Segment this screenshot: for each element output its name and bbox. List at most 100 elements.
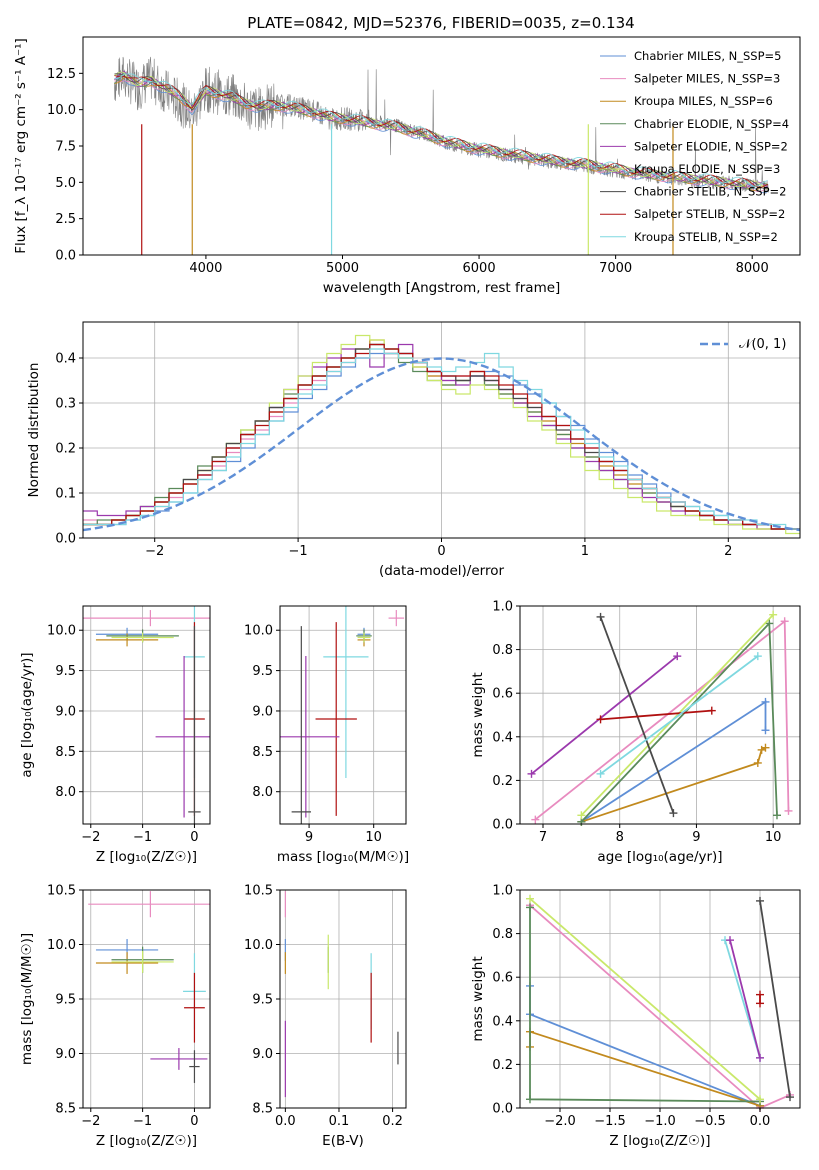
y-tick-label: 8.0: [252, 785, 273, 800]
x-axis-label: Z [log₁₀(Z/Z☉)]: [609, 1133, 710, 1149]
x-tick-label: 9: [305, 830, 313, 845]
y-tick-label: 2.5: [55, 212, 76, 227]
x-tick-label: 10: [365, 830, 382, 845]
y-axis-label: Flux [f_λ 10⁻¹⁷ erg cm⁻² s⁻¹ A⁻¹]: [13, 38, 29, 254]
weight-line: [600, 709, 712, 721]
x-tick-label: −1: [289, 544, 308, 559]
x-tick-label: 10: [765, 830, 782, 845]
x-tick-label: 2: [724, 544, 732, 559]
y-axis-label: mass weight: [470, 672, 486, 757]
x-tick-label: 0.1: [329, 1114, 350, 1129]
weight-line: [580, 614, 774, 816]
model-spectrum-line: [114, 73, 768, 187]
weight-line: [530, 655, 678, 775]
y-axis-label: age [log₁₀(age/yr)]: [19, 652, 35, 777]
y-axis-label: mass weight: [470, 956, 486, 1041]
age-vs-mass-points: [280, 606, 405, 824]
x-axis-label: mass [log₁₀(M/M☉)]: [277, 849, 409, 865]
x-axis-label: E(B-V): [322, 1133, 364, 1149]
y-tick-label: 0.0: [492, 1102, 513, 1117]
legend-entry: Salpeter MILES, N_SSP=3: [634, 72, 780, 86]
weight-line: [581, 746, 766, 823]
x-tick-label: 7: [539, 830, 547, 845]
x-tick-label: 0: [190, 1114, 198, 1129]
x-tick-label: 8: [616, 830, 624, 845]
x-axis-label: (data-model)/error: [379, 563, 505, 579]
mass-vs-ebv-points: [284, 891, 399, 1098]
y-tick-label: 1.0: [492, 600, 513, 615]
x-tick-label: −0.5: [694, 1114, 726, 1129]
legend-entry: Salpeter STELIB, N_SSP=2: [634, 207, 785, 221]
y-tick-label: 10.0: [47, 938, 76, 953]
x-tick-label: 1: [581, 544, 589, 559]
y-tick-label: 9.5: [55, 664, 76, 679]
legend-entry: Chabrier STELIB, N_SSP=2: [634, 185, 786, 199]
age-vs-mass-panel: 9 10 8.0 8.5 9.0 9.5 10.0 mass [log₁₀(M/M☉)]: [244, 605, 409, 865]
y-tick-label: 0.8: [492, 643, 513, 658]
x-tick-label: −2: [81, 830, 100, 845]
axes-frame: [519, 605, 801, 825]
y-tick-label: 10.0: [244, 624, 273, 639]
y-tick-label: 10.0: [47, 103, 76, 118]
mass-vs-z-panel: −2 −1 0 8.5 9.0 9.5 10.0 10.5 Z [log₁₀(Z/Z☉)] mas…: [19, 884, 211, 1149]
x-tick-label: 5000: [326, 261, 359, 276]
x-tick-label: 0: [190, 830, 198, 845]
x-tick-label: −1.5: [594, 1114, 626, 1129]
y-axis-label: mass [log₁₀(M/M☉)]: [19, 933, 35, 1065]
x-tick-label: 0.0: [750, 1114, 771, 1129]
model-spectrum-line: [114, 75, 769, 188]
y-tick-label: 0.0: [55, 532, 76, 547]
legend-entry: Salpeter ELODIE, N_SSP=2: [634, 139, 788, 153]
x-axis-label: Z [log₁₀(Z/Z☉)]: [96, 849, 197, 865]
legend-entry: Kroupa STELIB, N_SSP=2: [634, 230, 778, 244]
y-tick-label: 9.0: [55, 1047, 76, 1062]
y-tick-label: 0.2: [492, 1058, 513, 1073]
y-tick-label: 10.5: [47, 884, 76, 899]
y-tick-label: 9.5: [252, 664, 273, 679]
y-tick-label: 9.5: [252, 993, 273, 1008]
y-tick-label: 1.0: [492, 884, 513, 899]
weight-line: [599, 655, 759, 775]
legend-entry: Chabrier MILES, N_SSP=5: [634, 49, 781, 63]
legend-entry: Kroupa MILES, N_SSP=6: [634, 94, 773, 108]
y-tick-label: 8.5: [55, 1102, 76, 1117]
weight-line: [529, 898, 761, 1100]
y-tick-label: 0.1: [55, 487, 76, 502]
y-axis-label: Normed distribution: [26, 363, 42, 498]
weight-line: [729, 939, 761, 1059]
axes-frame: [82, 605, 211, 825]
y-tick-label: 9.0: [252, 1047, 273, 1062]
age-vs-z-panel: −2 −1 0 8.0 8.5 9.0 9.5 10.0 Z [log₁₀(Z/Z☉)] age …: [19, 605, 211, 865]
y-tick-label: 8.0: [55, 785, 76, 800]
x-axis-label: Z [log₁₀(Z/Z☉)]: [96, 1133, 197, 1149]
y-tick-label: 9.0: [252, 704, 273, 719]
y-tick-label: 0.4: [55, 352, 76, 367]
legend-entry: 𝒩(0, 1): [739, 337, 786, 352]
weight-line: [529, 985, 761, 1107]
spectrum-panel: 4000 5000 6000 7000 8000 0.0 2.5 5.0 7.5 10.0 12.5…: [13, 36, 801, 296]
x-tick-label: 6000: [463, 261, 496, 276]
x-tick-label: 4000: [189, 261, 222, 276]
y-tick-label: 0.8: [492, 927, 513, 942]
x-tick-label: −2: [81, 1114, 100, 1129]
x-tick-label: 8000: [736, 261, 769, 276]
y-tick-label: 0.4: [492, 1014, 513, 1029]
y-tick-label: 0.2: [55, 442, 76, 457]
y-tick-label: 0.3: [55, 397, 76, 412]
x-tick-label: 7000: [599, 261, 632, 276]
x-tick-label: 0.0: [275, 1114, 296, 1129]
y-tick-label: 9.0: [55, 704, 76, 719]
spectrum-legend: Chabrier MILES, N_SSP=5 Salpeter MILES, N…: [600, 49, 789, 244]
weight-vs-age-panel: 7 8 9 10 0.0 0.2 0.4 0.6 0.8 1.0 age [log₁₀(age/yr…: [470, 600, 801, 865]
x-tick-label: 0.2: [382, 1114, 403, 1129]
y-tick-label: 8.5: [55, 745, 76, 760]
y-tick-label: 0.4: [492, 730, 513, 745]
y-tick-label: 8.5: [252, 1102, 273, 1117]
x-tick-label: −2.0: [544, 1114, 576, 1129]
y-tick-label: 0.6: [492, 687, 513, 702]
histogram-step: [83, 348, 800, 530]
figure-title: PLATE=0842, MJD=52376, FIBERID=0035, z=0…: [247, 14, 634, 32]
weight-line: [599, 616, 675, 814]
y-tick-label: 10.0: [244, 938, 273, 953]
